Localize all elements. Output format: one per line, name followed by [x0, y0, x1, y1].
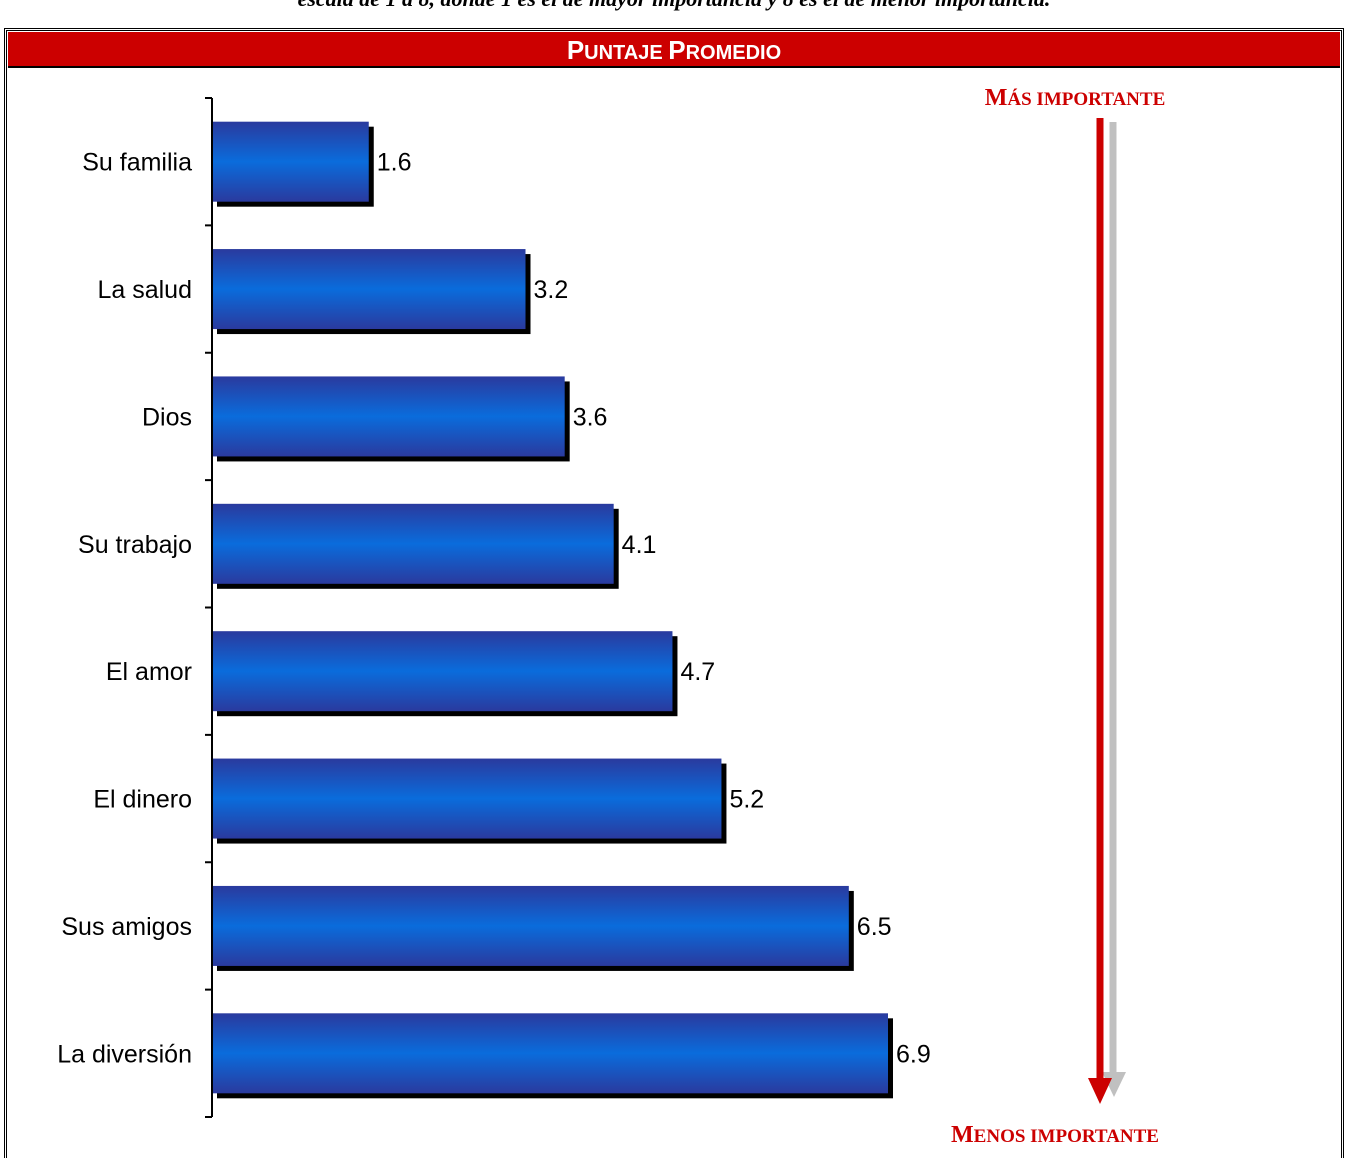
arrow-head [1088, 1078, 1112, 1104]
header-title-rest2: ROMEDIO [685, 42, 782, 64]
bar [212, 249, 526, 330]
chart-frame [4, 28, 1344, 1158]
chart-caption: escala de 1 a 8, donde 1 es el de mayor … [0, 0, 1348, 16]
header-title-cap2: P [668, 35, 686, 65]
data-label: 6.5 [857, 913, 892, 941]
bar [212, 885, 849, 966]
data-label: 3.2 [534, 276, 569, 304]
arrow-bottom-cap: M [951, 1122, 974, 1148]
data-label: 6.9 [896, 1040, 931, 1068]
category-label: Su trabajo [78, 531, 192, 559]
data-label: 3.6 [573, 403, 608, 431]
bar [212, 503, 614, 584]
category-label: Su familia [82, 149, 192, 177]
bar [212, 121, 369, 202]
data-label: 5.2 [729, 786, 764, 814]
bar [212, 1013, 888, 1094]
category-label: El dinero [93, 786, 192, 814]
bar [212, 631, 673, 712]
bar [212, 758, 722, 839]
category-label: El amor [106, 658, 192, 686]
bars-group: Su familia 1.6 La salud 3.2 Dios 3.6 Su trabaj… [57, 121, 931, 1099]
category-label: La salud [97, 276, 192, 304]
bar [212, 376, 565, 457]
importance-arrow [1088, 118, 1126, 1104]
arrow-bottom-label: MENOS IMPORTANTE [951, 1122, 1159, 1148]
category-label: Dios [142, 403, 192, 431]
header-title-rest1: UNTAJE [584, 42, 669, 64]
arrow-top-label: MÁS IMPORTANTE [985, 85, 1166, 111]
data-label: 1.6 [377, 149, 412, 177]
y-axis-ticks [205, 97, 212, 1118]
header-title-cap1: P [566, 35, 585, 65]
arrow-top-cap: M [985, 85, 1008, 111]
arrow-bottom-rest: ENOS IMPORTANTE [974, 1126, 1159, 1147]
category-label: La diversión [57, 1040, 192, 1068]
data-label: 4.1 [622, 531, 657, 559]
category-label: Sus amigos [61, 913, 192, 941]
data-label: 4.7 [680, 658, 715, 686]
chart-header: PUNTAJE PROMEDIO [8, 32, 1340, 68]
arrow-top-rest: ÁS IMPORTANTE [1007, 88, 1165, 110]
